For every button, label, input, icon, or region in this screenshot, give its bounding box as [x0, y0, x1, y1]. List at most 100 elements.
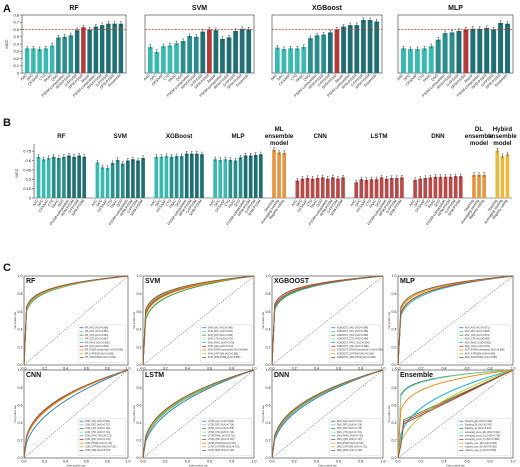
- bar: [463, 29, 469, 73]
- x-tick-label: QSO: [175, 73, 184, 82]
- bar: [43, 48, 49, 73]
- x-tick-label: PAAC: [110, 198, 119, 208]
- legend-label: CNN_PSSM (AUC=0.716): [85, 442, 112, 445]
- plot-frame: [397, 14, 514, 74]
- group-title: SVM: [114, 133, 127, 140]
- x-tick-label: 0.2: [163, 460, 168, 464]
- y-tick-label: 0.0: [266, 363, 271, 367]
- bar: [389, 178, 394, 198]
- legend-label: SVM_SPM-PSSM (AUC=0.888): [208, 356, 241, 359]
- legend-label: RF_AAC (AUC=0.886): [85, 326, 108, 329]
- y-tick-label: 0.0: [18, 456, 23, 460]
- panel-b-bar-chart: 00.150.30.450.60.75MCCAACDPCCKSAAPCTDPAA…: [14, 126, 517, 226]
- y-tick-label: 0.15: [23, 186, 32, 191]
- roc-curve: [397, 369, 514, 459]
- bar: [167, 45, 173, 73]
- x-tick-label: 0.8: [229, 367, 234, 371]
- y-tick-label: 0.2: [266, 345, 271, 349]
- bar: [456, 30, 462, 73]
- x-tick-label: CKSAAP: [38, 198, 50, 213]
- y-tick-label: 0.6: [392, 310, 397, 314]
- x-tick-label: CTD: [417, 73, 425, 81]
- bar: [195, 153, 199, 198]
- bar: [100, 167, 105, 198]
- bar: [169, 156, 174, 198]
- y-axis-label: True positive rate: [133, 311, 136, 329]
- subplot-title: Ensemble: [400, 372, 433, 379]
- y-tick-label: 0.2: [137, 439, 142, 443]
- y-tick-label: 0.8: [18, 292, 23, 296]
- roc-curve: [23, 369, 129, 459]
- bar: [243, 155, 248, 198]
- bar: [115, 159, 120, 198]
- bar: [272, 149, 276, 198]
- x-tick-label: Stacking: [464, 199, 475, 213]
- legend-label: RF_SPM-PSSM (AUC=0.896): [85, 356, 116, 359]
- bar: [154, 51, 160, 73]
- y-tick-label: 0.4: [266, 328, 271, 332]
- x-tick-label: AAC: [143, 73, 151, 81]
- bar: [218, 159, 223, 198]
- bar: [470, 28, 476, 73]
- x-tick-label: 0.0: [396, 460, 401, 464]
- y-tick-label: 0.1: [13, 63, 19, 68]
- bar: [413, 179, 417, 198]
- bar: [131, 159, 135, 198]
- x-tick-label: 0.6: [207, 460, 212, 464]
- y-tick-label: 0.2: [266, 439, 271, 443]
- legend-box: [457, 418, 511, 456]
- x-tick-label: 0.4: [314, 367, 319, 371]
- bar: [482, 174, 486, 198]
- bar: [314, 35, 320, 73]
- x-tick-label: CTD: [424, 198, 432, 207]
- y-tick-label: 0.4: [392, 328, 397, 332]
- bar: [68, 35, 74, 73]
- y-axis-label: True positive rate: [14, 404, 17, 422]
- legend-label: SVM_CTD (AUC=0.872): [208, 338, 233, 341]
- x-axis-label: False positive rate: [446, 465, 465, 467]
- legend-label: averaging_score_hy (AUC=0.880): [465, 438, 500, 441]
- x-tick-label: DPC: [213, 198, 221, 207]
- bar: [308, 38, 313, 73]
- x-tick-label: 1.0: [511, 460, 516, 464]
- x-tick-label: CKSAAP: [156, 198, 168, 213]
- bar: [325, 178, 330, 198]
- y-tick-label: 0.8: [13, 12, 19, 17]
- x-tick-label: 0.6: [207, 367, 212, 371]
- legend-label: LSTM_DPC (AUC=0.714): [208, 424, 235, 427]
- roc-curve: [271, 275, 384, 366]
- x-tick-label: 1.0: [126, 460, 131, 464]
- bar: [331, 177, 335, 198]
- roc-curve: [397, 275, 514, 366]
- y-tick-label: 0.4: [18, 328, 23, 332]
- bar: [105, 168, 110, 198]
- roc-curve: [142, 369, 255, 459]
- x-tick-label: 0.2: [292, 460, 297, 464]
- bar: [428, 177, 433, 198]
- bar: [369, 179, 374, 198]
- bar: [99, 25, 105, 73]
- x-tick-label: 0.6: [465, 460, 470, 464]
- legend-label: LSTM_PAAC (AUC=0.716): [208, 435, 236, 438]
- bar: [484, 28, 490, 73]
- bar: [87, 29, 92, 73]
- y-axis-label: True positive rate: [388, 404, 391, 422]
- bar: [458, 176, 463, 198]
- y-tick-label: 0.8: [137, 292, 142, 296]
- bar: [400, 48, 406, 73]
- bar: [354, 25, 360, 73]
- x-tick-label: 0.8: [488, 367, 493, 371]
- x-tick-label: 0.6: [84, 367, 89, 371]
- bar: [442, 33, 448, 73]
- panel-c-roc-curves: RF0.00.00.20.20.40.40.60.60.80.81.01.0Fa…: [14, 274, 516, 467]
- legend-label: SVM_DPC (AUC=0.851): [208, 330, 233, 333]
- bar: [51, 156, 56, 198]
- x-tick-label: DPC: [155, 198, 163, 207]
- legend-label: majority_vote_DL (AUC=0.682): [465, 446, 497, 449]
- x-tick-label: DPC: [26, 73, 34, 81]
- y-axis-label: MCC: [4, 39, 9, 48]
- x-tick-label: 1.0: [381, 460, 386, 464]
- x-tick-label: CTD: [224, 198, 232, 207]
- legend-label: CNN_QSO (AUC=0.724): [85, 438, 111, 441]
